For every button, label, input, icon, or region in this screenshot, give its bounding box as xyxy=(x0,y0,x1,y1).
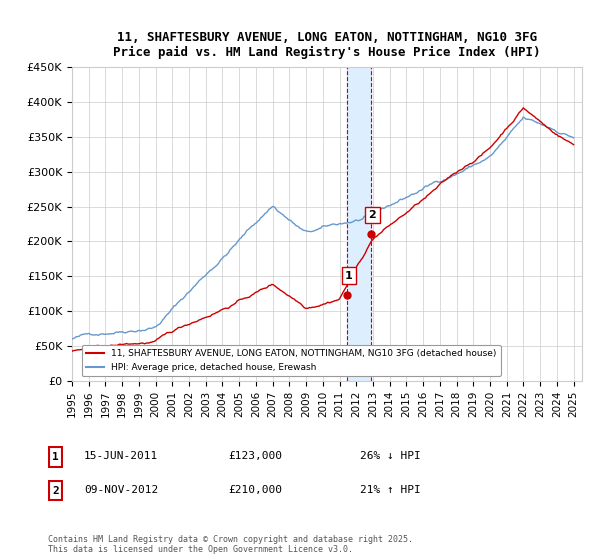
Bar xyxy=(347,67,371,381)
Text: £123,000: £123,000 xyxy=(228,451,282,461)
Text: 09-NOV-2012: 09-NOV-2012 xyxy=(84,485,158,495)
Text: 26% ↓ HPI: 26% ↓ HPI xyxy=(360,451,421,461)
Text: £210,000: £210,000 xyxy=(228,485,282,495)
Text: 21% ↑ HPI: 21% ↑ HPI xyxy=(360,485,421,495)
Text: Contains HM Land Registry data © Crown copyright and database right 2025.
This d: Contains HM Land Registry data © Crown c… xyxy=(48,535,413,554)
Text: 1: 1 xyxy=(52,452,59,462)
Text: 2: 2 xyxy=(52,486,59,496)
Title: 11, SHAFTESBURY AVENUE, LONG EATON, NOTTINGHAM, NG10 3FG
Price paid vs. HM Land : 11, SHAFTESBURY AVENUE, LONG EATON, NOTT… xyxy=(113,31,541,59)
FancyBboxPatch shape xyxy=(49,447,62,466)
Text: 2: 2 xyxy=(368,210,376,220)
FancyBboxPatch shape xyxy=(49,481,62,500)
Text: 15-JUN-2011: 15-JUN-2011 xyxy=(84,451,158,461)
Text: 1: 1 xyxy=(345,270,353,281)
Legend: 11, SHAFTESBURY AVENUE, LONG EATON, NOTTINGHAM, NG10 3FG (detached house), HPI: : 11, SHAFTESBURY AVENUE, LONG EATON, NOTT… xyxy=(82,345,501,376)
